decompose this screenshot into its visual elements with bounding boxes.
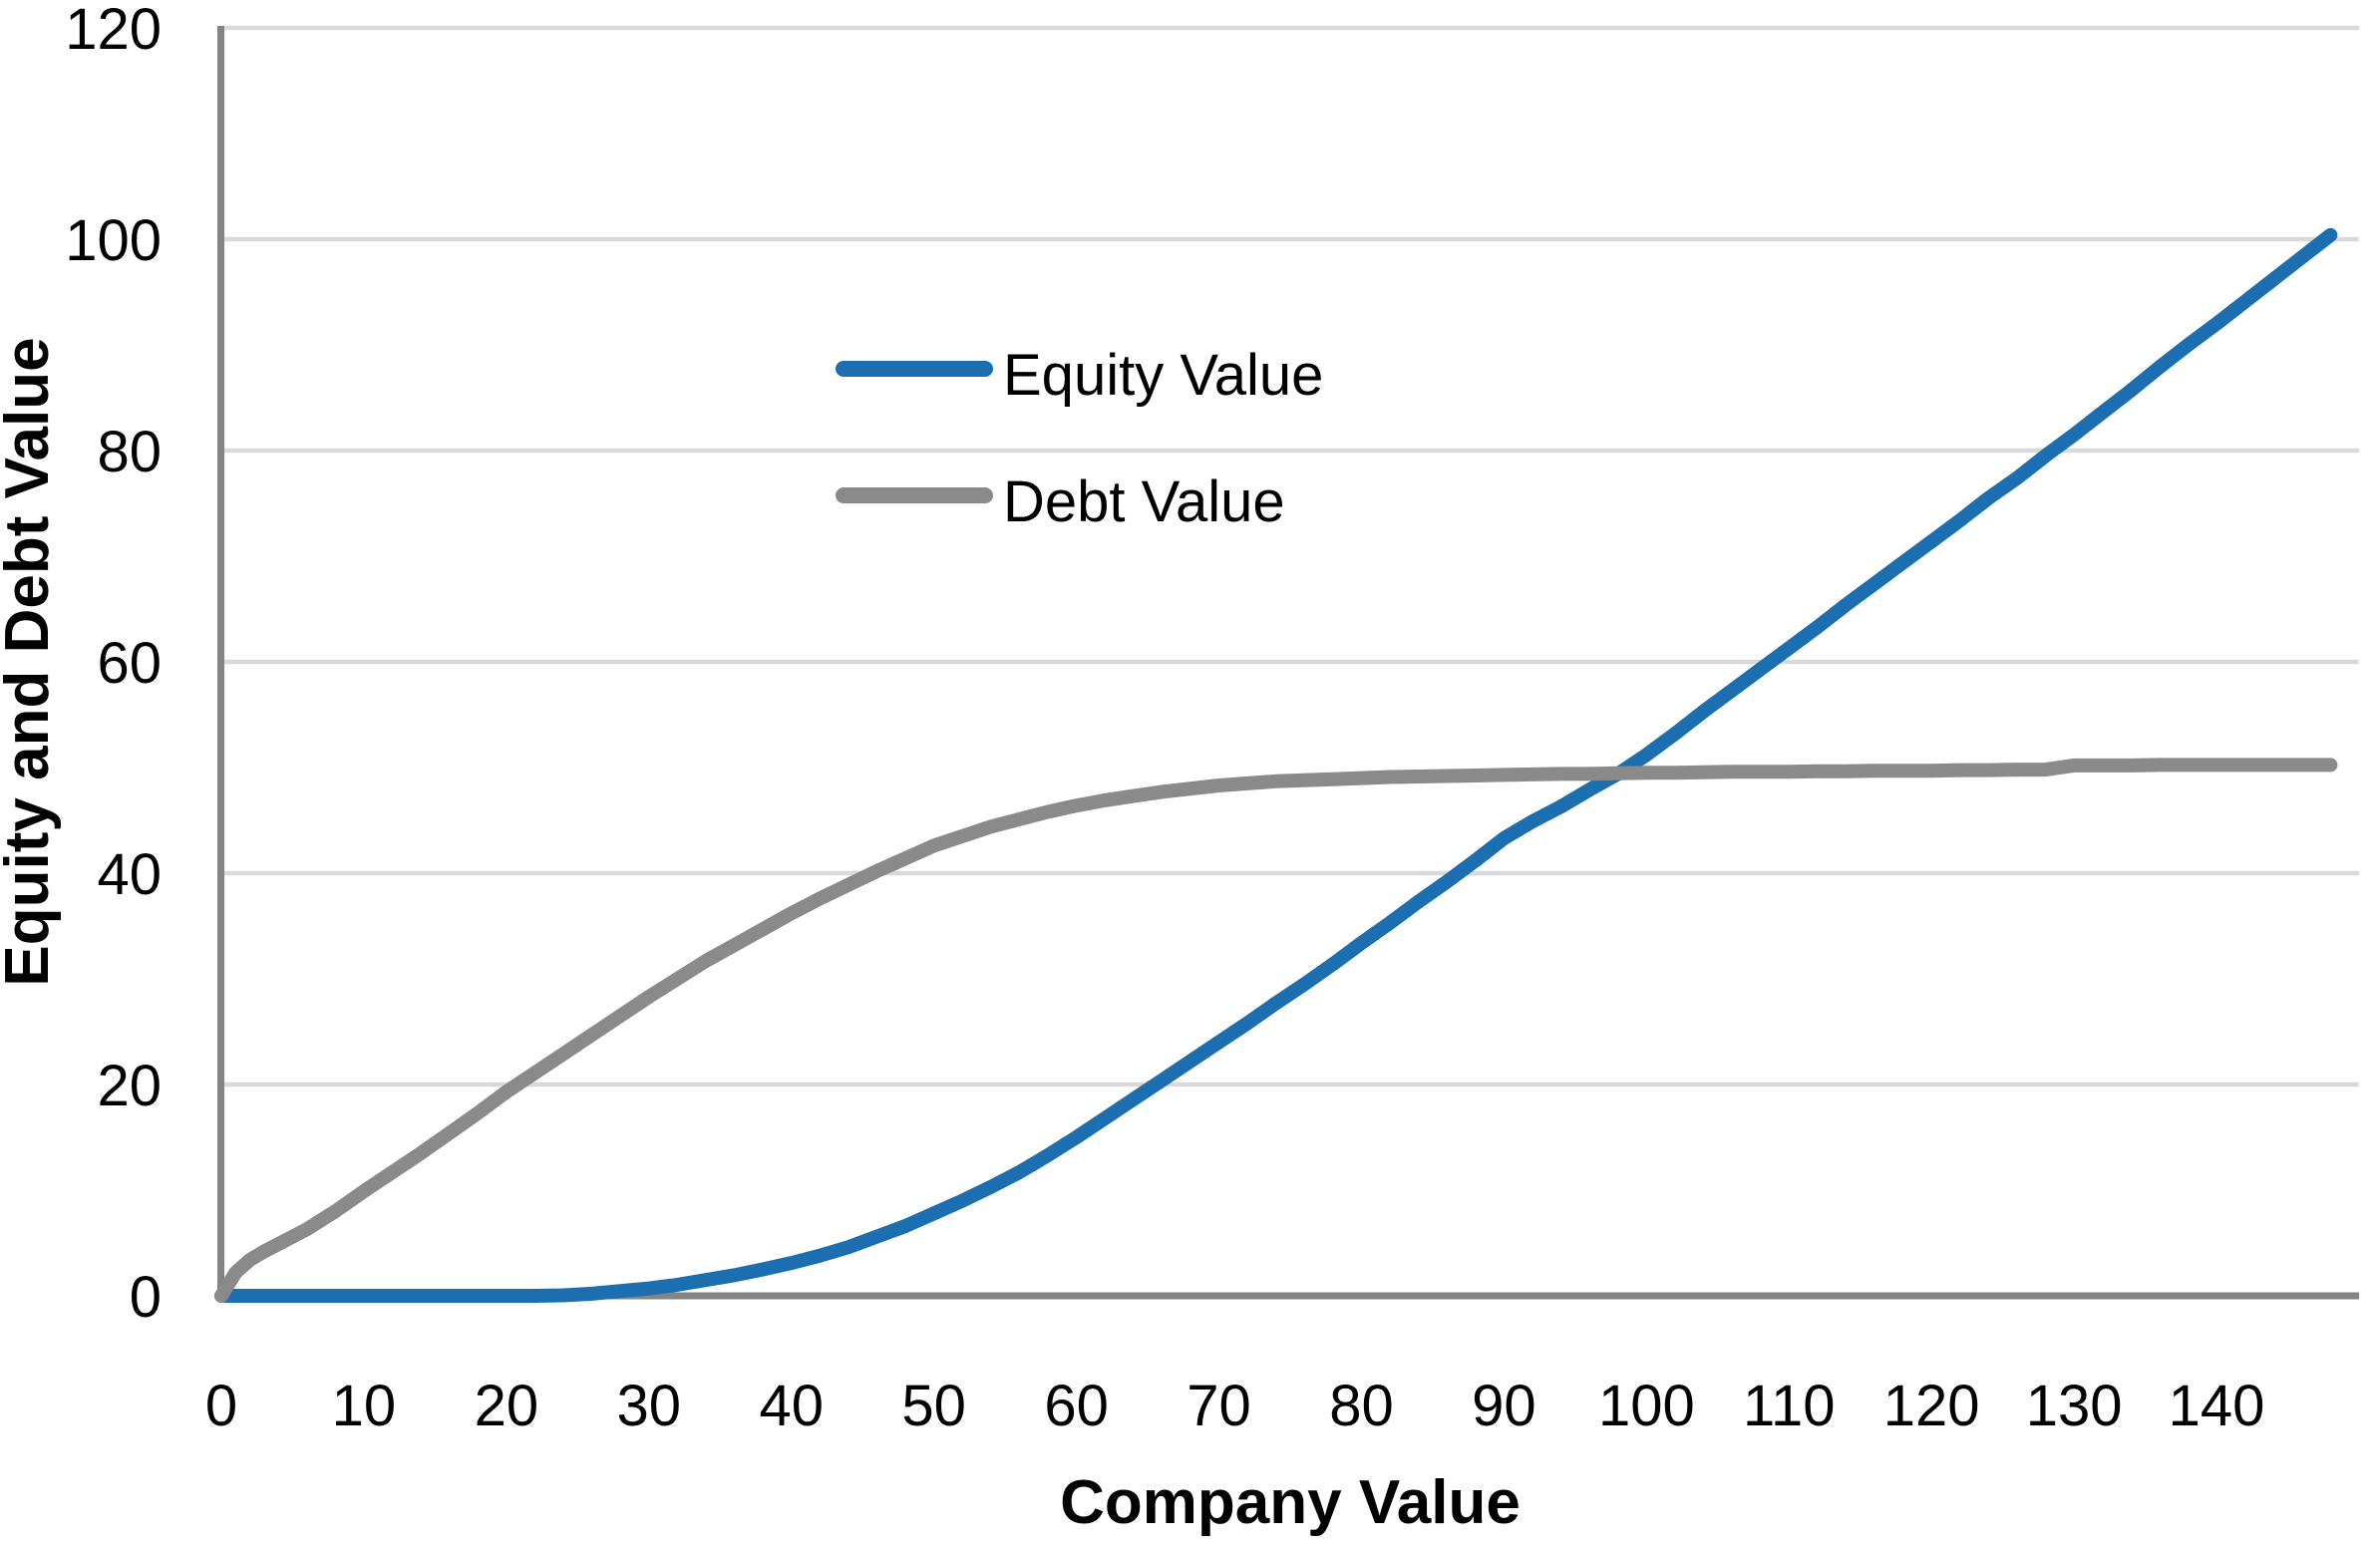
x-tick-label-0: 0	[205, 1374, 237, 1438]
x-tick-label-50: 50	[901, 1374, 966, 1438]
y-tick-label-80: 80	[97, 420, 162, 484]
y-tick-label-60: 60	[97, 631, 162, 696]
tick-labels: 0 20 40 60 80 100 120 0 10 20 30 40 50 60 70 80 90 100 110…	[65, 0, 2264, 1438]
y-tick-label-0: 0	[130, 1265, 162, 1330]
x-tick-label-20: 20	[475, 1374, 539, 1438]
legend-item-debt: Debt Value	[836, 469, 1285, 534]
x-tick-label-130: 130	[2026, 1374, 2123, 1438]
x-tick-label-80: 80	[1329, 1374, 1394, 1438]
gridlines	[221, 25, 2359, 1087]
y-axis-title: Equity and Debt Value	[0, 337, 62, 986]
x-tick-label-140: 140	[2169, 1374, 2265, 1438]
x-axis-title: Company Value	[1060, 1468, 1521, 1537]
equity-value-line	[214, 227, 2338, 1303]
x-tick-label-110: 110	[1743, 1374, 1835, 1438]
y-tick-label-20: 20	[97, 1054, 162, 1118]
legend-label-debt: Debt Value	[1003, 469, 1285, 534]
legend: Equity Value Debt Value	[836, 343, 1323, 534]
y-tick-label-100: 100	[65, 208, 162, 273]
x-tick-label-100: 100	[1598, 1374, 1695, 1438]
x-tick-label-120: 120	[1883, 1374, 1980, 1438]
x-tick-label-30: 30	[617, 1374, 682, 1438]
x-tick-label-40: 40	[759, 1374, 824, 1438]
y-tick-label-40: 40	[97, 842, 162, 907]
series-lines	[214, 227, 2338, 1303]
x-tick-label-60: 60	[1044, 1374, 1109, 1438]
x-tick-label-90: 90	[1472, 1374, 1536, 1438]
legend-label-equity: Equity Value	[1003, 343, 1323, 408]
y-tick-label-120: 120	[65, 0, 162, 62]
debt-value-line	[214, 758, 2338, 1303]
legend-item-equity: Equity Value	[836, 343, 1323, 408]
x-tick-label-10: 10	[332, 1374, 397, 1438]
x-tick-label-70: 70	[1187, 1374, 1251, 1438]
